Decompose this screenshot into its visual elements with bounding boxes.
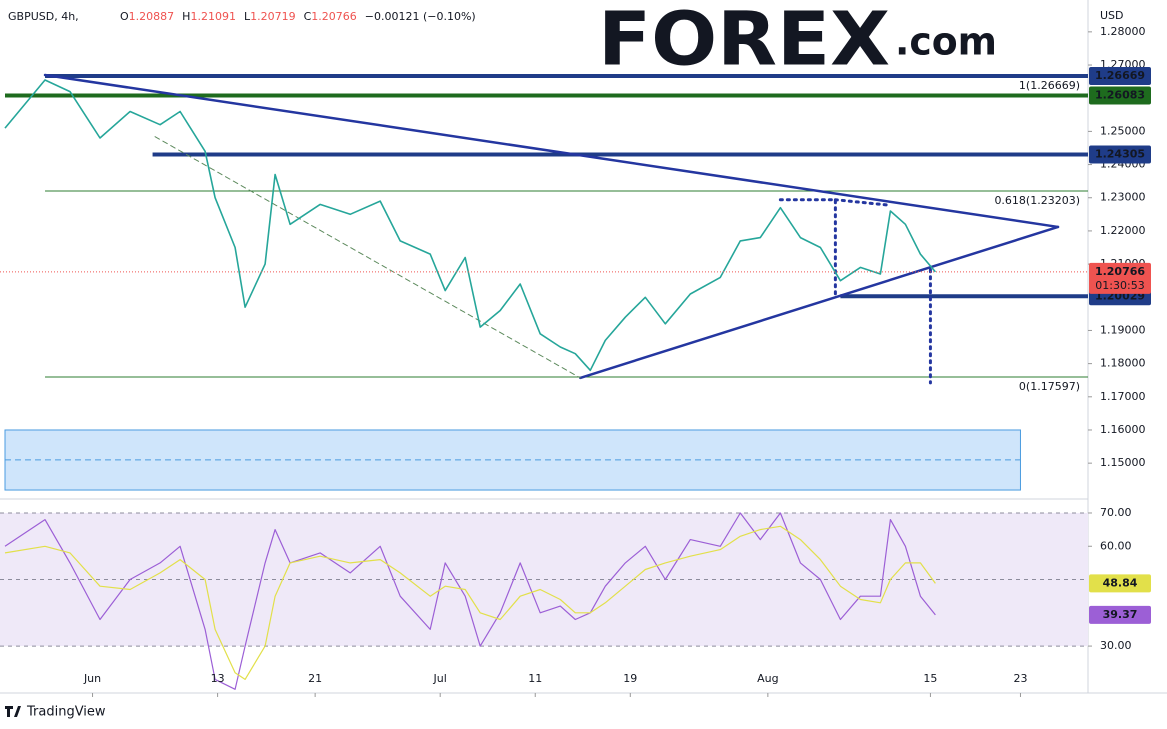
ohlc-item: O1.20887 xyxy=(120,10,174,23)
price-tag-label: 1.26669 xyxy=(1095,69,1145,82)
series-line xyxy=(4,525,936,680)
price-tag-label: 39.37 xyxy=(1103,608,1138,621)
trend-line xyxy=(833,198,890,207)
series-line xyxy=(4,79,937,372)
last-price-label: 1.20766 xyxy=(1095,265,1145,278)
trend-line xyxy=(43,73,1060,229)
y-tick-label: 1.16000 xyxy=(1100,423,1146,436)
fib-label: 0(1.17597) xyxy=(1019,380,1080,393)
price-tag xyxy=(1089,86,1151,105)
price-tag xyxy=(1089,574,1151,593)
tradingview-logo xyxy=(5,706,21,717)
ohlc-value: 1.21091 xyxy=(190,10,236,23)
logo-icon xyxy=(5,706,21,717)
ohlc-item: H1.21091 xyxy=(182,10,236,23)
y-tick-label: 70.00 xyxy=(1100,506,1132,519)
ohlc-value: 1.20766 xyxy=(311,10,357,23)
x-tick-label: Jun xyxy=(83,672,101,685)
x-tick-label: 15 xyxy=(923,672,937,685)
countdown: 01:30:53 xyxy=(1095,279,1144,292)
ohlc-label: H xyxy=(182,10,190,23)
trend-line xyxy=(579,225,1060,380)
x-tick-label: 11 xyxy=(528,672,542,685)
fib-label: 0.618(1.23203) xyxy=(994,194,1080,207)
price-tag-label: 48.84 xyxy=(1103,576,1138,589)
trend-line xyxy=(154,136,581,379)
price-tag xyxy=(1089,145,1151,164)
ohlc-value: 1.20719 xyxy=(250,10,296,23)
x-tick-label: 23 xyxy=(1013,672,1027,685)
y-tick-label: 1.25000 xyxy=(1100,124,1146,137)
ohlc-item: L1.20719 xyxy=(244,10,296,23)
zone xyxy=(4,429,1021,491)
x-tick-label: 21 xyxy=(308,672,322,685)
x-tick-label: 19 xyxy=(623,672,637,685)
ohlc-value: 1.20887 xyxy=(129,10,175,23)
y-tick-label: 60.00 xyxy=(1100,539,1132,552)
footer: TradingView xyxy=(26,705,106,720)
y-unit: USD xyxy=(1100,9,1124,22)
last-price-box xyxy=(1089,262,1151,294)
series-line xyxy=(4,512,936,690)
logo-suffix: .com xyxy=(895,20,997,64)
y-tick-label: 1.17000 xyxy=(1100,390,1146,403)
symbol: GBPUSD, 4h, xyxy=(8,10,79,23)
ohlc-label: C xyxy=(304,10,312,23)
price-tag-label: 1.26083 xyxy=(1095,88,1145,101)
price-tag xyxy=(1089,605,1151,624)
x-tick-label: Aug xyxy=(757,672,778,685)
fib-label: 1(1.26669) xyxy=(1019,79,1080,92)
ohlc-label: L xyxy=(244,10,251,23)
ohlc-item: C1.20766 xyxy=(304,10,357,23)
y-tick-label: 1.19000 xyxy=(1100,323,1146,336)
x-tick-label: 13 xyxy=(211,672,225,685)
price-tag xyxy=(1089,67,1151,86)
y-tick-label: 1.18000 xyxy=(1100,357,1146,370)
y-tick-label: 30.00 xyxy=(1100,639,1132,652)
logo-brand: FOREX xyxy=(598,0,890,83)
y-tick-label: 1.22000 xyxy=(1100,224,1146,237)
y-tick-label: 1.15000 xyxy=(1100,456,1146,469)
ohlc-label: O xyxy=(120,10,129,23)
change: −0.00121 (−0.10%) xyxy=(365,10,476,23)
y-tick-label: 1.23000 xyxy=(1100,191,1146,204)
y-tick-label: 1.28000 xyxy=(1100,25,1146,38)
price-tag-label: 1.24305 xyxy=(1095,147,1145,160)
x-tick-label: Jul xyxy=(433,672,447,685)
